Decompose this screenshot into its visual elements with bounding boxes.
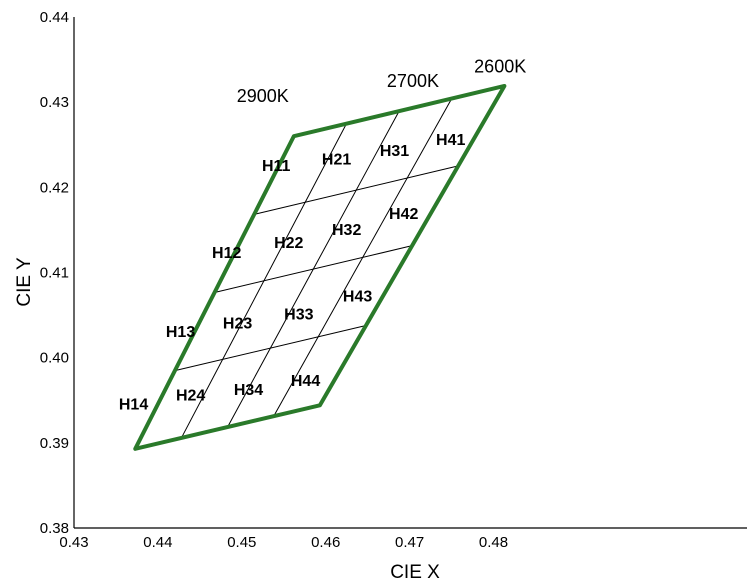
x-tick-label: 0.48: [479, 534, 508, 551]
bin-grid-line-vertical: [273, 98, 453, 417]
bin-grid-line-horizontal: [214, 245, 413, 294]
bin-grid: [174, 98, 459, 439]
bin-outline: [133, 83, 507, 451]
bin-label: H24: [176, 387, 205, 404]
bin-label: H42: [389, 206, 418, 223]
axes: [73, 17, 747, 529]
y-tick-labels: 0.38 0.39 0.40 0.41 0.42 0.43 0.44: [40, 9, 69, 537]
y-tick-label: 0.38: [40, 520, 69, 537]
bin-grid-line-horizontal: [174, 325, 367, 372]
bin-label: H43: [343, 288, 372, 305]
bin-label: H23: [223, 316, 252, 333]
x-tick-labels: 0.43 0.44 0.45 0.46 0.47 0.48: [59, 534, 508, 551]
bin-label: H12: [212, 245, 241, 262]
temperature-label: 2600K: [474, 56, 526, 76]
x-tick-label: 0.46: [311, 534, 340, 551]
bin-label: H41: [436, 132, 465, 149]
bin-label: H34: [234, 382, 263, 399]
bin-label: H32: [332, 222, 361, 239]
y-axis-label: CIE Y: [14, 257, 35, 307]
y-tick-label: 0.44: [40, 9, 69, 26]
y-tick-label: 0.42: [40, 179, 69, 196]
bin-label: H22: [274, 235, 303, 252]
bin-labels: H11 H21 H31 H41 H12 H22 H32 H42 H13 H23 H33 H43 H14 H…: [119, 132, 466, 414]
bin-label: H33: [284, 306, 313, 323]
temperature-labels: 2900K 2700K 2600K: [237, 56, 526, 106]
bin-label: H14: [119, 397, 148, 414]
x-tick-label: 0.44: [143, 534, 172, 551]
x-tick-label: 0.45: [227, 534, 256, 551]
x-axis-label: CIE X: [390, 562, 440, 583]
bin-label: H11: [262, 158, 291, 175]
bin-label: H44: [291, 373, 320, 390]
bin-label: H31: [380, 143, 409, 160]
x-tick-label: 0.43: [59, 534, 88, 551]
y-tick-label: 0.40: [40, 350, 69, 367]
temperature-label: 2900K: [237, 86, 289, 106]
temperature-label: 2700K: [387, 71, 439, 91]
x-tick-label: 0.47: [395, 534, 424, 551]
bin-label: H13: [166, 324, 195, 341]
y-tick-label: 0.43: [40, 94, 69, 111]
y-tick-label: 0.39: [40, 435, 69, 452]
bin-label: H21: [322, 151, 351, 168]
y-tick-label: 0.41: [40, 265, 69, 282]
